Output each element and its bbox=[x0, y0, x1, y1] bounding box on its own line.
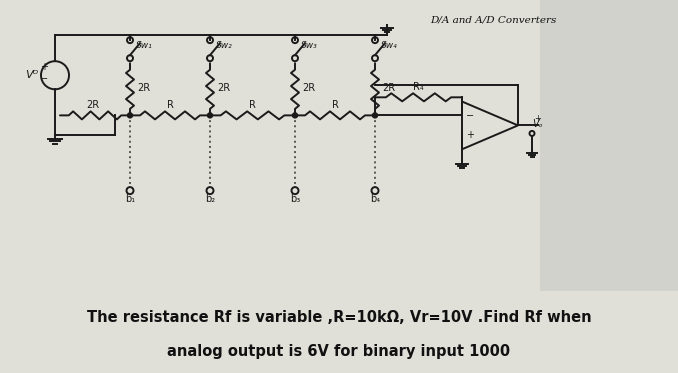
Text: 2R: 2R bbox=[382, 83, 395, 93]
Text: 2R: 2R bbox=[137, 83, 150, 93]
Text: Sw₂: Sw₂ bbox=[216, 41, 233, 50]
Text: R: R bbox=[332, 100, 338, 110]
Text: Sw₃: Sw₃ bbox=[301, 41, 318, 50]
Circle shape bbox=[207, 113, 212, 118]
Text: Sw₄: Sw₄ bbox=[381, 41, 398, 50]
Circle shape bbox=[292, 113, 298, 118]
Text: +: + bbox=[40, 62, 48, 72]
Text: analog output is 6V for binary input 1000: analog output is 6V for binary input 100… bbox=[167, 344, 511, 359]
Text: D/A and A/D Converters: D/A and A/D Converters bbox=[430, 15, 557, 24]
Text: b₃: b₃ bbox=[290, 194, 300, 204]
Text: b₂: b₂ bbox=[205, 194, 215, 204]
Text: Vₒ: Vₒ bbox=[532, 119, 542, 129]
Text: 2R: 2R bbox=[217, 83, 230, 93]
Text: Sw₁: Sw₁ bbox=[136, 41, 153, 50]
Circle shape bbox=[372, 113, 378, 118]
Text: +: + bbox=[534, 115, 541, 123]
Text: 2R: 2R bbox=[86, 100, 99, 110]
Text: +: + bbox=[466, 130, 474, 140]
Text: 2R: 2R bbox=[302, 83, 315, 93]
FancyBboxPatch shape bbox=[540, 0, 678, 291]
Text: R₄: R₄ bbox=[413, 82, 424, 92]
Text: The resistance Rf is variable ,R=10kΩ, Vr=10V .Find Rf when: The resistance Rf is variable ,R=10kΩ, V… bbox=[87, 310, 591, 325]
Text: −: − bbox=[466, 110, 474, 120]
Text: −: − bbox=[40, 74, 48, 84]
Text: R: R bbox=[167, 100, 174, 110]
Text: b₄: b₄ bbox=[370, 194, 380, 204]
Text: R: R bbox=[249, 100, 256, 110]
Text: b₁: b₁ bbox=[125, 194, 135, 204]
Text: Vᴼ: Vᴼ bbox=[25, 70, 38, 80]
Circle shape bbox=[127, 113, 132, 118]
